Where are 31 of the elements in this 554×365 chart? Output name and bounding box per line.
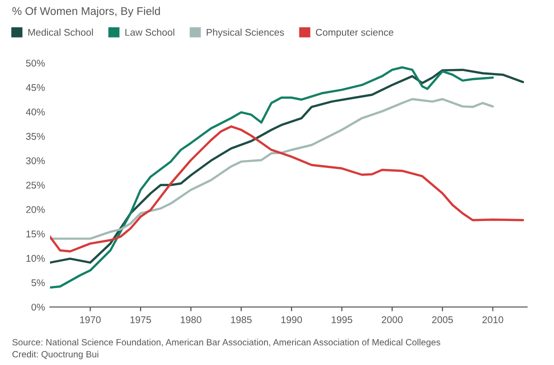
x-tick-label: 1975: [130, 316, 151, 324]
y-tick-label: 5%: [31, 279, 45, 286]
y-tick-label: 45%: [26, 84, 45, 92]
line-series: [50, 66, 494, 289]
line-series: [50, 98, 494, 240]
legend-label: Computer science: [316, 28, 394, 38]
legend-label: Medical School: [28, 28, 93, 36]
x-tick-label: 1995: [332, 316, 352, 324]
y-tick-label: 25%: [26, 182, 45, 189]
x-tick-label: 2010: [482, 316, 504, 324]
y-tick-label: 20%: [26, 206, 45, 214]
y-tick-label: 35%: [26, 132, 45, 140]
x-tick-label: 2000: [382, 316, 403, 324]
y-tick-label: 30%: [26, 157, 45, 164]
y-tick-label: 15%: [26, 230, 45, 238]
y-tick-label: 50%: [26, 60, 45, 67]
x-tick-label: 1985: [231, 316, 252, 324]
y-tick-label: 10%: [26, 254, 45, 262]
x-tick-label: 2005: [432, 316, 453, 324]
line-series: [50, 68, 524, 264]
x-tick-label: 1970: [80, 316, 101, 324]
y-tick-label: 0%: [31, 304, 45, 311]
legend-label: Physical Sciences: [206, 28, 284, 38]
line-series: [50, 125, 524, 252]
legend-label: Law School: [125, 28, 174, 36]
x-tick-label: 1990: [281, 316, 302, 324]
source-note: Source: National Science Foundation, American Bar Association, American Association of Medical Colleges: [12, 338, 440, 348]
chart-title: % Of Women Majors, By Field: [12, 6, 160, 18]
text: Credit: Quoctrung Bui: [12, 350, 98, 360]
x-tick-label: 1980: [180, 316, 202, 324]
y-tick-label: 40%: [26, 108, 45, 116]
